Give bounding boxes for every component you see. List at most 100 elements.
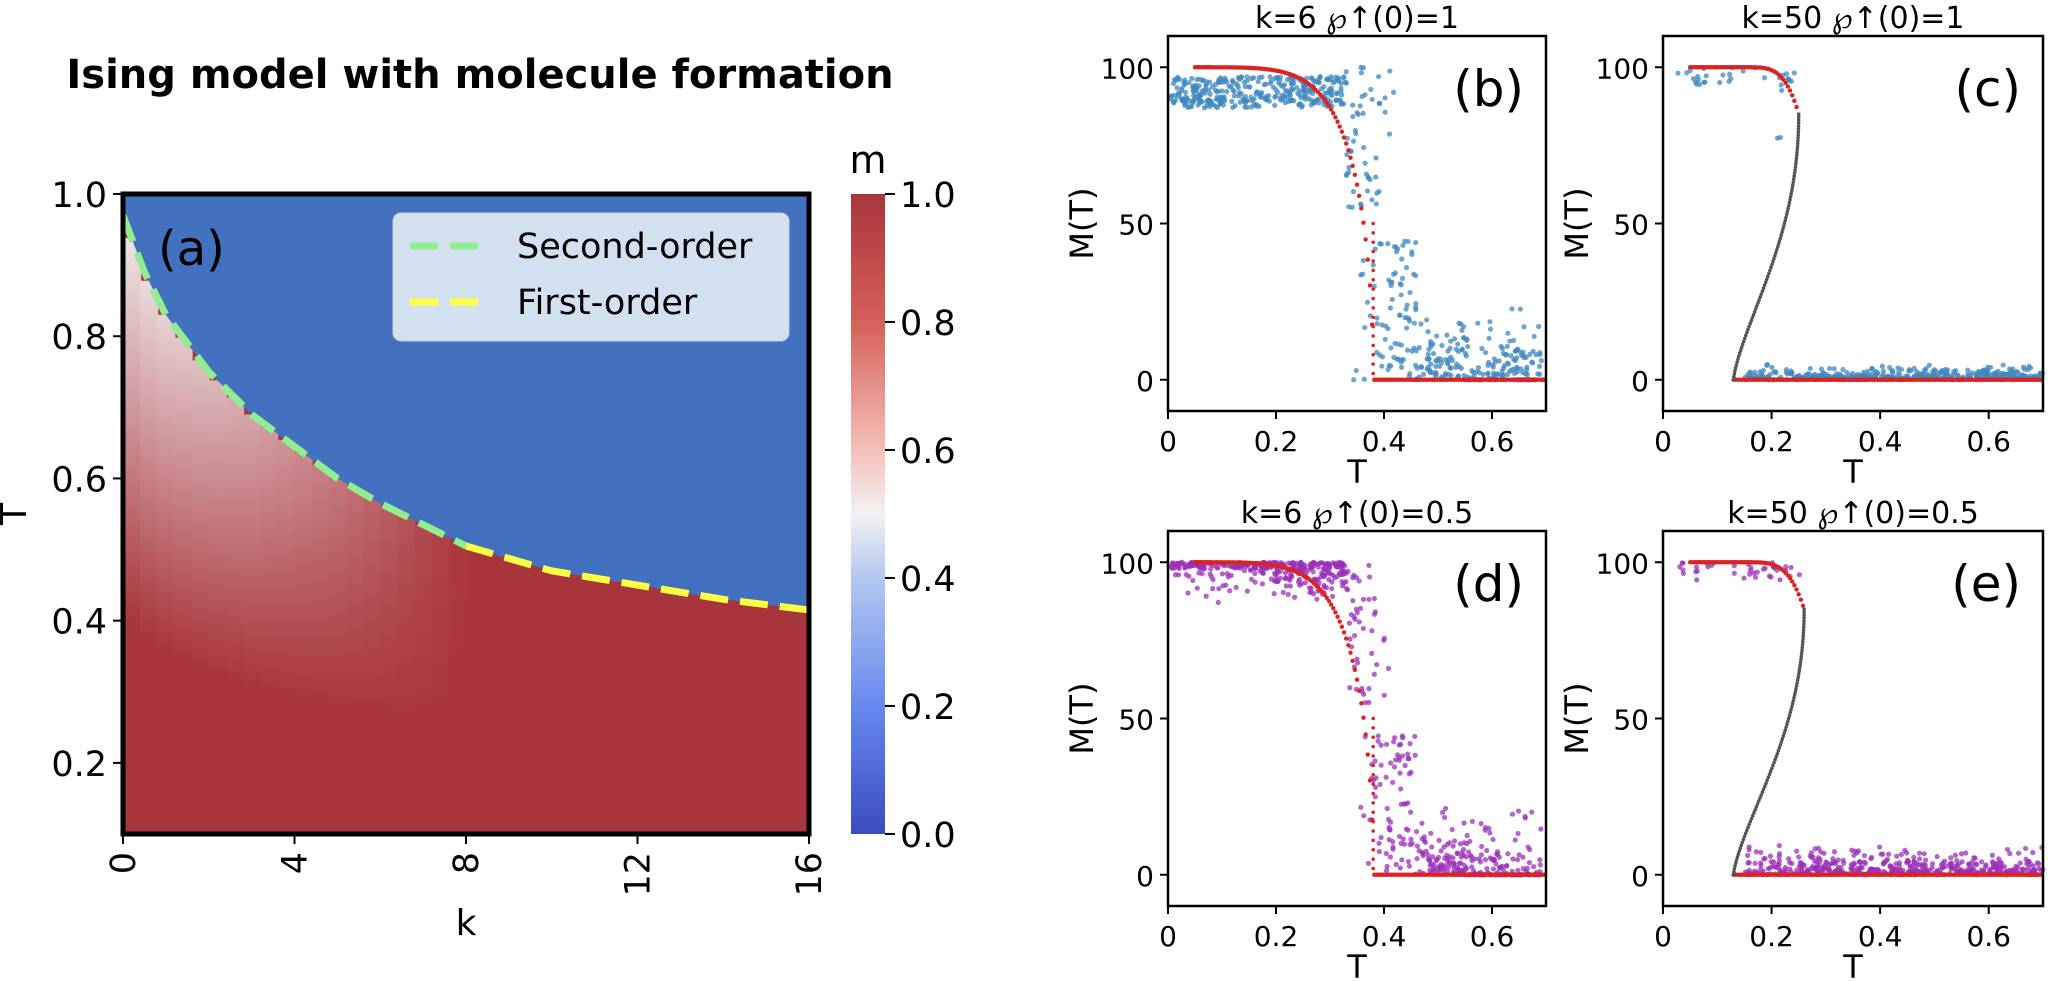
sample-point <box>1438 848 1444 854</box>
unstable-point <box>1788 197 1792 202</box>
sample-point <box>1889 868 1895 874</box>
sample-point <box>1242 83 1248 90</box>
unstable-point <box>1793 162 1798 167</box>
sample-point <box>1296 562 1302 568</box>
sample-point <box>1442 862 1448 869</box>
sample-point <box>1231 93 1237 99</box>
sample-point <box>1679 560 1685 566</box>
sample-point <box>1989 852 1995 858</box>
unstable-point <box>1750 813 1755 818</box>
sample-point <box>1428 830 1434 836</box>
sample-point <box>1537 857 1543 863</box>
sample-point <box>1383 850 1389 857</box>
unstable-point <box>1780 230 1784 234</box>
sample-point <box>1266 98 1272 104</box>
mean-field-point <box>1361 220 1366 225</box>
sample-point <box>1460 846 1467 853</box>
panel-label: (b) <box>1453 60 1524 118</box>
sample-point <box>1744 372 1751 378</box>
unstable-point <box>1798 660 1803 665</box>
sample-point <box>1453 364 1459 370</box>
unstable-point <box>1758 295 1763 299</box>
sample-point <box>1334 91 1340 97</box>
sample-point <box>1341 580 1347 586</box>
unstable-point <box>1766 274 1770 279</box>
heatmap-strip <box>723 600 742 834</box>
unstable-point <box>1797 669 1802 673</box>
unstable-point <box>1786 719 1790 724</box>
mean-field-point <box>1354 182 1360 187</box>
unstable-point <box>1763 280 1768 285</box>
sample-point <box>1494 849 1501 855</box>
sample-point <box>1965 367 1971 373</box>
mean-field-point <box>1790 579 1795 584</box>
sample-point <box>1289 82 1295 88</box>
heatmap-strip <box>345 488 365 834</box>
unstable-point <box>1768 268 1772 273</box>
sample-point <box>1973 861 1979 867</box>
sample-point <box>1865 368 1871 374</box>
sample-point <box>1288 571 1294 578</box>
sample-point <box>1476 370 1483 376</box>
sample-point <box>1242 100 1248 106</box>
sample-point <box>1984 372 1991 379</box>
unstable-point <box>1798 663 1802 668</box>
mean-field-point <box>1371 716 1375 721</box>
unstable-point <box>1796 132 1801 137</box>
sample-point <box>1485 370 1491 377</box>
sample-point <box>1270 84 1276 90</box>
mean-field-point <box>1339 129 1345 134</box>
sample-point <box>1945 373 1951 379</box>
sample-point <box>1207 91 1213 97</box>
sample-point <box>1405 756 1411 762</box>
sample-point <box>1371 671 1377 677</box>
mean-field-point <box>1371 324 1375 329</box>
sample-point <box>1760 367 1767 374</box>
sample-point <box>1501 372 1507 378</box>
unstable-point <box>1792 695 1796 700</box>
unstable-point <box>1733 366 1738 370</box>
unstable-point <box>1801 639 1805 644</box>
sample-point <box>1425 351 1431 357</box>
sample-point <box>1791 70 1797 76</box>
sample-point <box>1868 854 1875 861</box>
sample-point <box>1295 90 1301 96</box>
unstable-point <box>1763 784 1767 789</box>
sample-point <box>1849 847 1855 853</box>
heatmap-strip <box>225 397 245 834</box>
sample-point <box>1983 864 1989 870</box>
sample-point <box>1439 809 1446 815</box>
sample-point <box>1905 858 1911 865</box>
mean-field-point <box>1796 592 1801 597</box>
sample-point <box>1379 363 1385 369</box>
sample-point <box>1374 321 1380 327</box>
sample-point <box>1418 364 1424 370</box>
sample-point <box>1523 367 1530 373</box>
sample-point <box>1291 563 1297 569</box>
heatmap-strip <box>208 380 227 834</box>
sample-point <box>1731 570 1737 576</box>
unstable-point <box>1748 321 1752 326</box>
sample-point <box>1392 270 1398 276</box>
heatmap-strip <box>191 360 210 834</box>
sample-point <box>1371 595 1377 602</box>
sample-point <box>2024 861 2030 867</box>
sample-point <box>1367 574 1373 580</box>
sample-point <box>1272 76 1278 82</box>
sample-point <box>1391 764 1398 770</box>
sample-point <box>1201 105 1207 111</box>
unstable-point <box>1774 248 1779 252</box>
unstable-point <box>1788 194 1793 199</box>
x-axis-label: T <box>1346 453 1367 491</box>
sample-point <box>1404 347 1411 353</box>
sample-point <box>1199 571 1205 577</box>
sample-point <box>1387 305 1393 311</box>
sample-point <box>1521 324 1527 330</box>
sample-point <box>1386 277 1392 283</box>
sample-point <box>1787 859 1793 866</box>
colorbar-tick-label: 0.6 <box>900 432 956 472</box>
mean-field-point <box>1371 296 1375 301</box>
sample-point <box>1369 650 1375 656</box>
sample-point <box>1376 840 1382 846</box>
